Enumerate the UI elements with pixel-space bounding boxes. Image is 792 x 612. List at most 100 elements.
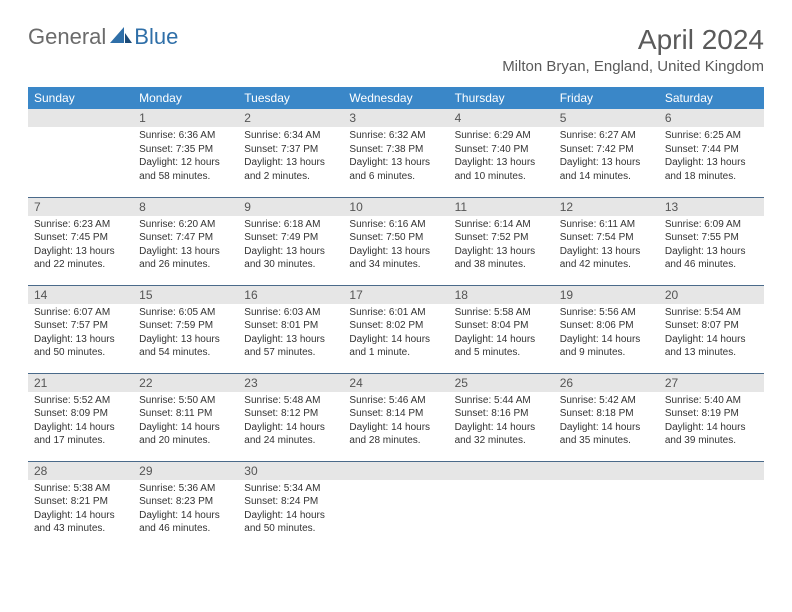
day-content: Sunrise: 5:50 AMSunset: 8:11 PMDaylight:… — [133, 392, 238, 452]
day-content — [554, 480, 659, 486]
day-content: Sunrise: 5:44 AMSunset: 8:16 PMDaylight:… — [449, 392, 554, 452]
day-content-line: and 14 minutes. — [560, 170, 653, 184]
day-content-line: Sunset: 7:45 PM — [34, 231, 127, 245]
calendar-day-cell: 4Sunrise: 6:29 AMSunset: 7:40 PMDaylight… — [449, 109, 554, 197]
day-content: Sunrise: 6:18 AMSunset: 7:49 PMDaylight:… — [238, 216, 343, 276]
day-content-line: and 50 minutes. — [244, 522, 337, 536]
title-block: April 2024 Milton Bryan, England, United… — [502, 24, 764, 75]
day-number: 27 — [659, 374, 764, 392]
day-content-line: Sunrise: 5:44 AM — [455, 394, 548, 408]
day-content-line: Sunrise: 6:36 AM — [139, 129, 232, 143]
day-content-line: and 6 minutes. — [349, 170, 442, 184]
day-content-line: Daylight: 13 hours — [34, 245, 127, 259]
day-content-line: Daylight: 13 hours — [665, 156, 758, 170]
calendar-day-cell: 12Sunrise: 6:11 AMSunset: 7:54 PMDayligh… — [554, 197, 659, 285]
logo-text-general: General — [28, 24, 106, 50]
day-content-line: and 35 minutes. — [560, 434, 653, 448]
day-content-line: and 18 minutes. — [665, 170, 758, 184]
day-content-line: Daylight: 13 hours — [455, 156, 548, 170]
day-content-line: Sunset: 7:37 PM — [244, 143, 337, 157]
day-content-line: Sunset: 8:11 PM — [139, 407, 232, 421]
day-content-line: Sunset: 7:52 PM — [455, 231, 548, 245]
day-content-line: and 54 minutes. — [139, 346, 232, 360]
day-content-line: Sunset: 7:59 PM — [139, 319, 232, 333]
calendar-header-row: Sunday Monday Tuesday Wednesday Thursday… — [28, 87, 764, 109]
calendar-week-row: 28Sunrise: 5:38 AMSunset: 8:21 PMDayligh… — [28, 461, 764, 549]
calendar-table: Sunday Monday Tuesday Wednesday Thursday… — [28, 87, 764, 549]
day-content-line: Sunset: 8:16 PM — [455, 407, 548, 421]
day-content-line: Sunset: 7:40 PM — [455, 143, 548, 157]
day-content-line: Daylight: 13 hours — [560, 245, 653, 259]
day-content-line: Sunset: 8:02 PM — [349, 319, 442, 333]
day-number: 29 — [133, 462, 238, 480]
day-number: 17 — [343, 286, 448, 304]
day-content: Sunrise: 6:25 AMSunset: 7:44 PMDaylight:… — [659, 127, 764, 187]
calendar-week-row: 1Sunrise: 6:36 AMSunset: 7:35 PMDaylight… — [28, 109, 764, 197]
location-subtitle: Milton Bryan, England, United Kingdom — [502, 58, 764, 75]
day-content-line: and 20 minutes. — [139, 434, 232, 448]
day-content-line: Sunrise: 6:34 AM — [244, 129, 337, 143]
calendar-week-row: 7Sunrise: 6:23 AMSunset: 7:45 PMDaylight… — [28, 197, 764, 285]
calendar-day-cell: 10Sunrise: 6:16 AMSunset: 7:50 PMDayligh… — [343, 197, 448, 285]
day-content-line: Daylight: 14 hours — [455, 421, 548, 435]
day-content: Sunrise: 5:40 AMSunset: 8:19 PMDaylight:… — [659, 392, 764, 452]
weekday-header: Thursday — [449, 87, 554, 109]
day-content-line: Daylight: 13 hours — [349, 245, 442, 259]
day-number: 19 — [554, 286, 659, 304]
day-content-line: and 34 minutes. — [349, 258, 442, 272]
day-content-line: Daylight: 14 hours — [665, 333, 758, 347]
logo-text-blue: Blue — [134, 24, 178, 50]
calendar-body: 1Sunrise: 6:36 AMSunset: 7:35 PMDaylight… — [28, 109, 764, 549]
day-number: 25 — [449, 374, 554, 392]
day-content: Sunrise: 6:11 AMSunset: 7:54 PMDaylight:… — [554, 216, 659, 276]
day-number: 13 — [659, 198, 764, 216]
day-number: 14 — [28, 286, 133, 304]
calendar-day-cell — [659, 461, 764, 549]
day-content-line: Daylight: 14 hours — [349, 421, 442, 435]
day-content-line: Sunrise: 5:46 AM — [349, 394, 442, 408]
day-content-line: Sunset: 7:55 PM — [665, 231, 758, 245]
day-content-line: Sunset: 8:01 PM — [244, 319, 337, 333]
day-number: 8 — [133, 198, 238, 216]
day-content-line: and 24 minutes. — [244, 434, 337, 448]
day-content-line: Sunset: 7:57 PM — [34, 319, 127, 333]
weekday-header: Tuesday — [238, 87, 343, 109]
day-content-line: and 50 minutes. — [34, 346, 127, 360]
day-number: 30 — [238, 462, 343, 480]
day-content-line: Daylight: 14 hours — [560, 333, 653, 347]
day-content-line: Sunset: 8:12 PM — [244, 407, 337, 421]
day-content-line: Sunrise: 5:38 AM — [34, 482, 127, 496]
day-number — [659, 462, 764, 480]
day-number: 20 — [659, 286, 764, 304]
day-content-line: Sunrise: 5:52 AM — [34, 394, 127, 408]
day-content — [343, 480, 448, 486]
calendar-day-cell: 24Sunrise: 5:46 AMSunset: 8:14 PMDayligh… — [343, 373, 448, 461]
calendar-week-row: 14Sunrise: 6:07 AMSunset: 7:57 PMDayligh… — [28, 285, 764, 373]
day-content-line: Daylight: 14 hours — [665, 421, 758, 435]
day-content-line: Sunset: 8:21 PM — [34, 495, 127, 509]
day-content-line: Daylight: 13 hours — [244, 156, 337, 170]
calendar-page: General Blue April 2024 Milton Bryan, En… — [0, 0, 792, 569]
day-content-line: Sunrise: 6:32 AM — [349, 129, 442, 143]
day-content-line: and 9 minutes. — [560, 346, 653, 360]
day-content-line: and 42 minutes. — [560, 258, 653, 272]
day-content-line: and 39 minutes. — [665, 434, 758, 448]
day-number: 21 — [28, 374, 133, 392]
day-number: 5 — [554, 109, 659, 127]
day-content-line: and 13 minutes. — [665, 346, 758, 360]
day-number: 9 — [238, 198, 343, 216]
day-content-line: Sunrise: 5:56 AM — [560, 306, 653, 320]
calendar-day-cell: 16Sunrise: 6:03 AMSunset: 8:01 PMDayligh… — [238, 285, 343, 373]
day-number: 26 — [554, 374, 659, 392]
calendar-day-cell: 17Sunrise: 6:01 AMSunset: 8:02 PMDayligh… — [343, 285, 448, 373]
weekday-header: Wednesday — [343, 87, 448, 109]
calendar-day-cell: 18Sunrise: 5:58 AMSunset: 8:04 PMDayligh… — [449, 285, 554, 373]
day-content-line: Daylight: 13 hours — [244, 333, 337, 347]
calendar-day-cell: 29Sunrise: 5:36 AMSunset: 8:23 PMDayligh… — [133, 461, 238, 549]
day-content-line: Daylight: 14 hours — [34, 509, 127, 523]
day-content: Sunrise: 5:58 AMSunset: 8:04 PMDaylight:… — [449, 304, 554, 364]
day-content-line: Daylight: 13 hours — [665, 245, 758, 259]
calendar-day-cell: 9Sunrise: 6:18 AMSunset: 7:49 PMDaylight… — [238, 197, 343, 285]
day-content-line: Sunrise: 6:16 AM — [349, 218, 442, 232]
calendar-day-cell — [449, 461, 554, 549]
